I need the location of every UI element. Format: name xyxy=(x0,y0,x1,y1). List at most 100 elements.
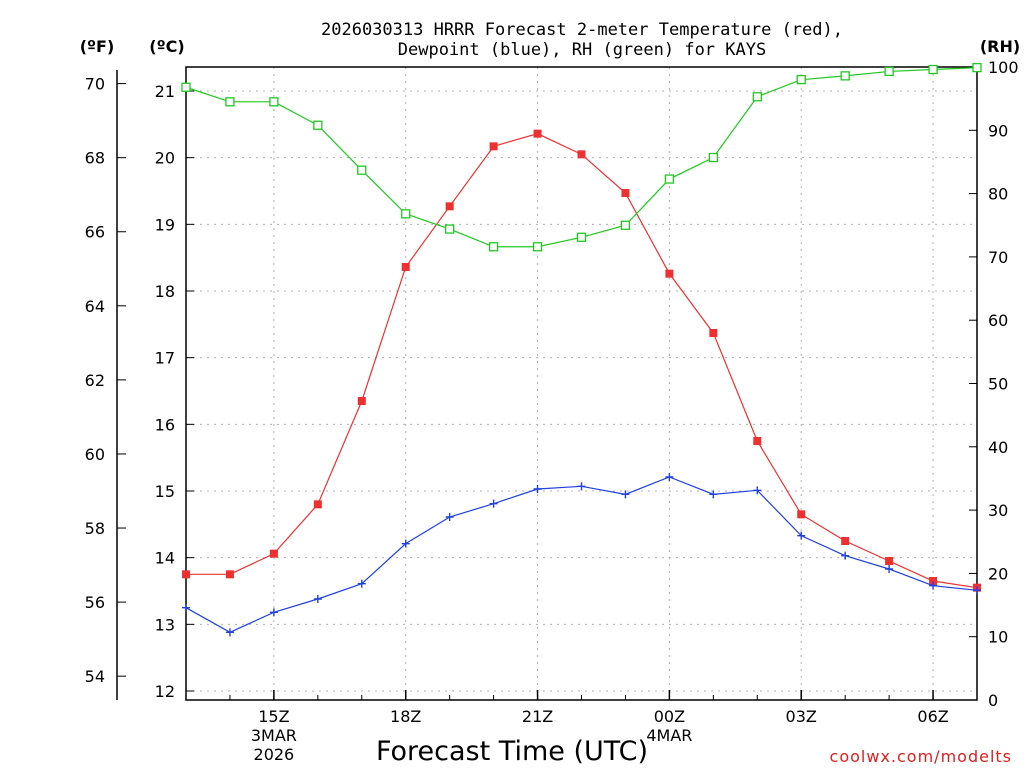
c-tick-label: 13 xyxy=(155,615,175,634)
f-tick-label: 64 xyxy=(85,297,105,316)
temperature-point xyxy=(357,397,366,405)
rh-point xyxy=(313,120,323,130)
rh-tick-label: 100 xyxy=(988,58,1019,77)
f-tick-label: 66 xyxy=(85,223,105,242)
rh-point xyxy=(708,152,718,163)
rh-point xyxy=(620,220,631,230)
f-tick-label: 58 xyxy=(85,519,105,538)
rh-point xyxy=(401,209,411,219)
fahrenheit-axis-label: (ºF) xyxy=(80,37,115,56)
f-tick-label: 60 xyxy=(85,445,105,464)
rh-tick-label: 10 xyxy=(988,628,1008,647)
temperature-point xyxy=(445,202,454,211)
temperature-point xyxy=(313,500,322,509)
temperature-point xyxy=(533,129,542,138)
credit-text: coolwx.com/modelts xyxy=(830,747,1012,766)
temperature-point xyxy=(401,263,410,271)
rh-point xyxy=(928,64,938,75)
x-tick-label: 00Z xyxy=(654,707,685,726)
x-tick-label: 15Z xyxy=(258,707,289,726)
c-tick-label: 21 xyxy=(155,82,175,101)
rh-point xyxy=(664,174,675,184)
x-tick-label: 2026 xyxy=(254,745,295,764)
dewpoint-point xyxy=(357,579,366,588)
dewpoint-point xyxy=(709,490,718,499)
rh-tick-label: 40 xyxy=(988,438,1008,457)
temperature-point xyxy=(753,437,762,445)
dewpoint-point xyxy=(665,473,674,481)
rh-point xyxy=(269,97,279,107)
x-tick-label: 03Z xyxy=(786,707,817,726)
temperature-point xyxy=(225,570,234,579)
f-tick-label: 70 xyxy=(85,75,105,94)
axes xyxy=(116,66,978,701)
series-1 xyxy=(182,473,981,637)
c-tick-label: 17 xyxy=(155,349,175,368)
series-2 xyxy=(181,62,982,252)
chart-title: 2026030313 HRRR Forecast 2-meter Tempera… xyxy=(321,20,843,60)
f-tick-label: 62 xyxy=(85,371,105,390)
c-tick-label: 20 xyxy=(155,149,175,168)
series-line xyxy=(186,133,978,589)
temperature-point xyxy=(841,537,850,545)
dewpoint-point xyxy=(797,531,806,540)
rh-point xyxy=(532,242,543,252)
f-tick-label: 54 xyxy=(85,667,105,686)
dewpoint-point xyxy=(182,603,190,612)
rh-tick-label: 70 xyxy=(988,248,1008,267)
rh-point xyxy=(488,242,499,252)
series-line xyxy=(185,476,978,634)
dewpoint-point xyxy=(841,551,850,560)
rh-tick-label: 0 xyxy=(988,691,998,710)
c-tick-label: 15 xyxy=(155,482,175,501)
data-series xyxy=(181,62,982,637)
rh-tick-label: 20 xyxy=(988,564,1008,583)
grid-lines xyxy=(186,67,977,700)
x-axis-label: Forecast Time (UTC) xyxy=(376,736,648,767)
rh-point xyxy=(796,75,806,85)
rh-point xyxy=(884,66,894,77)
dewpoint-point xyxy=(753,486,762,495)
dewpoint-point xyxy=(621,490,630,499)
f-tick-label: 68 xyxy=(85,149,105,168)
c-tick-label: 14 xyxy=(155,549,175,568)
dewpoint-point xyxy=(533,485,542,493)
c-tick-label: 12 xyxy=(155,682,175,701)
plot-frame xyxy=(185,66,978,701)
temperature-point xyxy=(797,510,806,519)
title-line-1: 2026030313 HRRR Forecast 2-meter Tempera… xyxy=(321,20,843,40)
rh-axis-label: (RH) xyxy=(980,37,1020,56)
temperature-point xyxy=(577,150,586,159)
dewpoint-point xyxy=(401,539,410,548)
dewpoint-point xyxy=(269,608,278,617)
dewpoint-point xyxy=(577,482,586,491)
c-tick-label: 19 xyxy=(155,215,175,234)
dewpoint-point xyxy=(313,595,322,603)
x-tick-label: 18Z xyxy=(390,707,421,726)
rh-tick-label: 80 xyxy=(988,185,1008,204)
x-tick-label: 4MAR xyxy=(646,726,692,745)
dewpoint-point xyxy=(489,499,498,508)
rh-point xyxy=(445,224,455,234)
rh-point xyxy=(357,165,367,175)
temperature-point xyxy=(665,269,674,278)
temperature-point xyxy=(621,189,630,197)
rh-point xyxy=(840,71,850,81)
dewpoint-point xyxy=(973,586,981,595)
temperature-point xyxy=(709,329,718,337)
rh-point xyxy=(576,232,587,242)
temperature-point xyxy=(182,570,190,579)
rh-point xyxy=(972,62,982,73)
dewpoint-point xyxy=(445,513,454,521)
temperature-point xyxy=(489,142,498,151)
c-tick-label: 18 xyxy=(155,282,175,301)
axis-ticks: 54 56 58 60 62 64 66 68 70 12 13 14 15 16 17 18 19 20 21 0 1… xyxy=(85,58,1019,764)
x-tick-label: 21Z xyxy=(522,707,553,726)
rh-point xyxy=(225,97,235,107)
temperature-point xyxy=(929,577,938,585)
x-tick-label: 06Z xyxy=(917,707,948,726)
temperature-point xyxy=(269,549,278,558)
dewpoint-point xyxy=(929,581,938,590)
rh-tick-label: 30 xyxy=(988,501,1008,520)
